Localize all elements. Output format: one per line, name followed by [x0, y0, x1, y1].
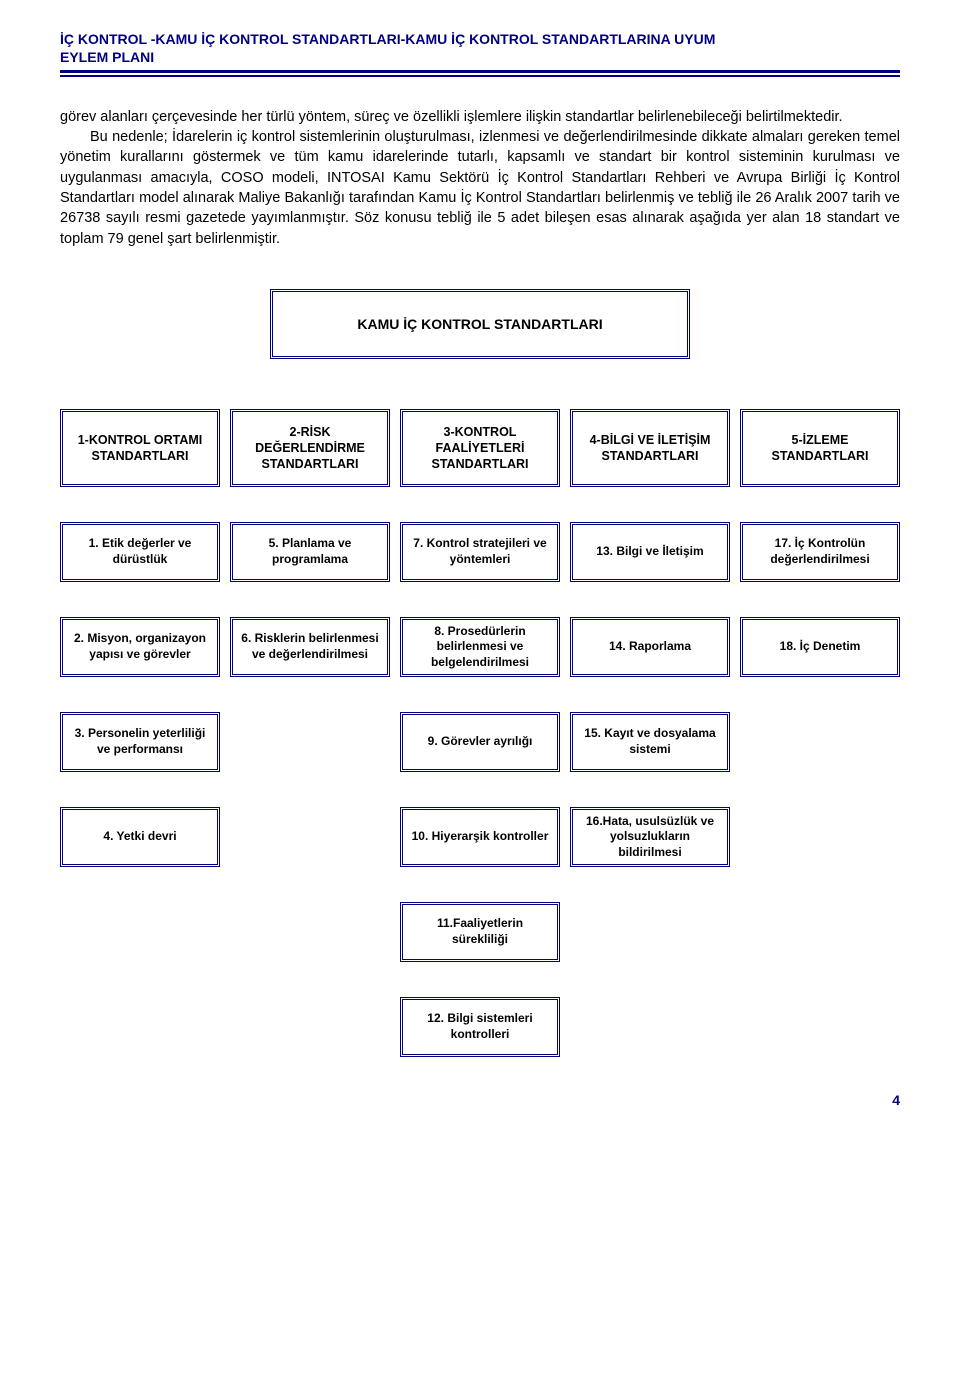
item-17: 17. İç Kontrolün değerlendirilmesi — [740, 522, 900, 582]
item-5: 5. Planlama ve programlama — [230, 522, 390, 582]
body-text: görev alanları çerçevesinde her türlü yö… — [60, 107, 900, 249]
items-row-2: 2. Misyon, organizayon yapısı ve görevle… — [60, 617, 900, 677]
header-line-1: İÇ KONTROL -KAMU İÇ KONTROL STANDARTLARI… — [60, 30, 900, 48]
header-line-2: EYLEM PLANI — [60, 48, 900, 66]
paragraph-2: Bu nedenle; İdarelerin iç kontrol sistem… — [60, 127, 900, 249]
item-2: 2. Misyon, organizayon yapısı ve görevle… — [60, 617, 220, 677]
header-rule-thick — [60, 70, 900, 73]
category-1: 1-KONTROL ORTAMI STANDARTLARI — [60, 409, 220, 487]
page-header: İÇ KONTROL -KAMU İÇ KONTROL STANDARTLARI… — [60, 30, 900, 66]
item-8: 8. Prosedürlerin belirlenmesi ve belgele… — [400, 617, 560, 677]
items-row-4: 4. Yetki devri 10. Hiyerarşik kontroller… — [60, 807, 900, 867]
paragraph-1: görev alanları çerçevesinde her türlü yö… — [60, 107, 900, 127]
title-box-container: KAMU İÇ KONTROL STANDARTLARI — [60, 289, 900, 359]
title-box: KAMU İÇ KONTROL STANDARTLARI — [270, 289, 690, 359]
category-3: 3-KONTROL FAALİYETLERİ STANDARTLARI — [400, 409, 560, 487]
item-9: 9. Görevler ayrılığı — [400, 712, 560, 772]
item-4: 4. Yetki devri — [60, 807, 220, 867]
item-14: 14. Raporlama — [570, 617, 730, 677]
item-11: 11.Faaliyetlerin sürekliliği — [400, 902, 560, 962]
item-7: 7. Kontrol stratejileri ve yöntemleri — [400, 522, 560, 582]
category-5: 5-İZLEME STANDARTLARI — [740, 409, 900, 487]
item-1: 1. Etik değerler ve dürüstlük — [60, 522, 220, 582]
item-18: 18. İç Denetim — [740, 617, 900, 677]
item-10: 10. Hiyerarşik kontroller — [400, 807, 560, 867]
items-row-6: 12. Bilgi sistemleri kontrolleri — [60, 997, 900, 1057]
item-15: 15. Kayıt ve dosyalama sistemi — [570, 712, 730, 772]
item-12: 12. Bilgi sistemleri kontrolleri — [400, 997, 560, 1057]
item-3: 3. Personelin yeterliliği ve performansı — [60, 712, 220, 772]
items-row-5: 11.Faaliyetlerin sürekliliği — [60, 902, 900, 962]
category-2: 2-RİSK DEĞERLENDİRME STANDARTLARI — [230, 409, 390, 487]
item-16: 16.Hata, usulsüzlük ve yolsuzlukların bi… — [570, 807, 730, 867]
categories-row: 1-KONTROL ORTAMI STANDARTLARI 2-RİSK DEĞ… — [60, 409, 900, 487]
item-13: 13. Bilgi ve İletişim — [570, 522, 730, 582]
items-row-3: 3. Personelin yeterliliği ve performansı… — [60, 712, 900, 772]
category-4: 4-BİLGİ VE İLETİŞİM STANDARTLARI — [570, 409, 730, 487]
item-6: 6. Risklerin belirlenmesi ve değerlendir… — [230, 617, 390, 677]
header-rule-thin — [60, 75, 900, 77]
items-row-1: 1. Etik değerler ve dürüstlük 5. Planlam… — [60, 522, 900, 582]
page-number: 4 — [60, 1092, 900, 1108]
